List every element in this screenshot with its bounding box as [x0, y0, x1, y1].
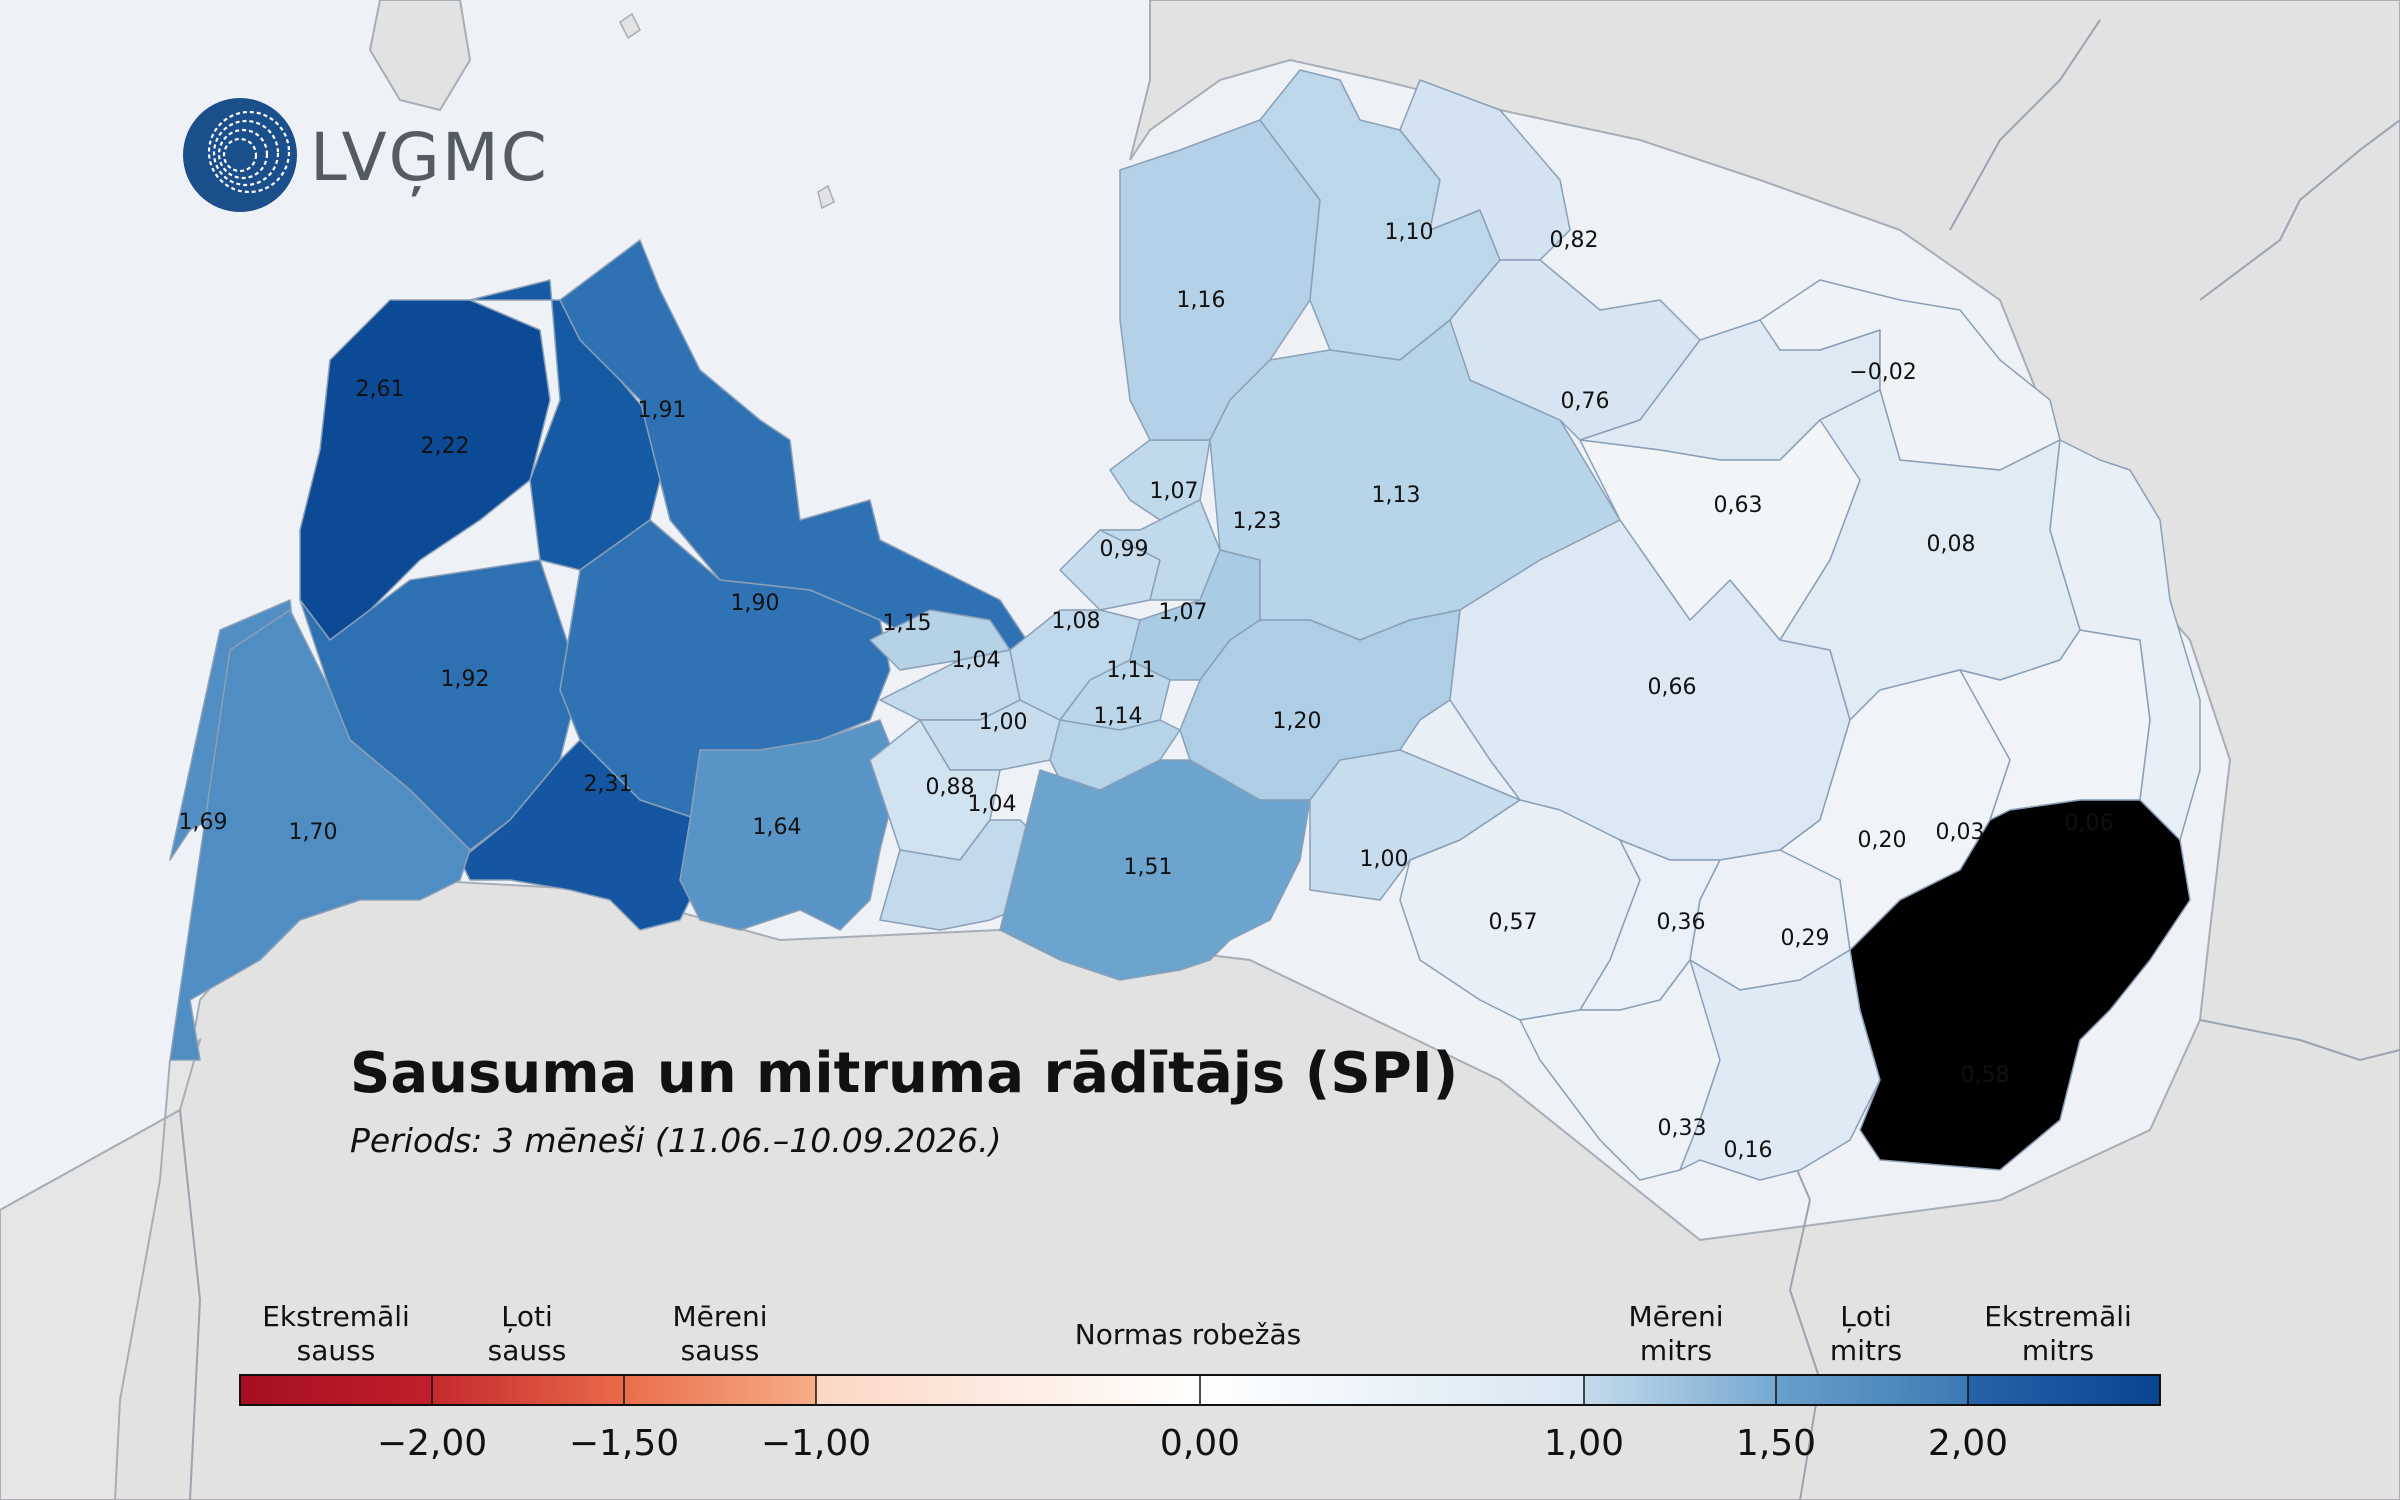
- legend: Ekstremāli sauss Ļoti sauss Mēreni sauss…: [239, 1300, 2161, 1464]
- region-label: 0,76: [1561, 389, 1610, 414]
- map-subtitle: Periods: 3 mēneši (11.06.–10.09.2026.): [350, 1121, 1002, 1160]
- region-label: 0,66: [1648, 675, 1697, 700]
- legend-category-line2: sauss: [297, 1334, 376, 1367]
- legend-segment: [1776, 1375, 1968, 1405]
- region: [1759, 279, 2061, 471]
- region-label: 1,23: [1233, 509, 1282, 534]
- logo-text: LVĢMC: [310, 119, 549, 196]
- region-label: 0,82: [1550, 228, 1599, 253]
- region-label: 1,90: [731, 591, 780, 616]
- region-label: 1,20: [1273, 709, 1322, 734]
- region-label: 0,36: [1657, 910, 1706, 935]
- region-label: 0,99: [1100, 537, 1149, 562]
- legend-ticks: −2,00 −1,50 −1,00 0,00 1,00 1,50 2,00: [377, 1423, 2008, 1464]
- legend-category-line2: sauss: [488, 1334, 567, 1367]
- map-title: Sausuma un mitruma rādītājs (SPI): [350, 1041, 1458, 1106]
- region-label: 1,70: [289, 820, 338, 845]
- region-label: 1,91: [638, 398, 687, 423]
- legend-segment: [1584, 1375, 1776, 1405]
- lvgmc-logo: LVĢMC: [183, 98, 549, 212]
- legend-category-line1: Ekstremāli: [262, 1300, 410, 1333]
- region-label: 1,07: [1150, 479, 1199, 504]
- region-label: 1,14: [1094, 704, 1143, 729]
- region-label: 1,00: [979, 710, 1028, 735]
- legend-category-line1: Ļoti: [501, 1300, 553, 1333]
- legend-segment: [1200, 1375, 1584, 1405]
- legend-tick: 1,00: [1544, 1423, 1624, 1464]
- region-label: 0,57: [1489, 910, 1538, 935]
- region-label: 1,16: [1177, 288, 1226, 313]
- legend-categories: Ekstremāli sauss Ļoti sauss Mēreni sauss…: [262, 1300, 2132, 1367]
- region-label: 0,88: [926, 775, 975, 800]
- country-borders: [179, 19, 2400, 1500]
- legend-segment: [1968, 1375, 2160, 1405]
- legend-segment: [240, 1375, 432, 1405]
- region-label: 1,10: [1385, 220, 1434, 245]
- regions-layer: [169, 69, 2201, 1181]
- legend-category-line1: Mēreni: [672, 1300, 767, 1333]
- region: [559, 239, 1041, 701]
- legend-category-line1: Mēreni: [1628, 1300, 1723, 1333]
- region-label: 0,08: [1927, 532, 1976, 557]
- legend-category-line2: sauss: [681, 1334, 760, 1367]
- region-label: −0,02: [1849, 360, 1916, 385]
- legend-category-line1: Ļoti: [1840, 1300, 1892, 1333]
- region-label: 1,64: [753, 815, 802, 840]
- region: [2049, 439, 2201, 841]
- legend-tick: 2,00: [1928, 1423, 2008, 1464]
- region: [1679, 949, 1881, 1181]
- region-label: 1,92: [441, 667, 490, 692]
- region: [169, 609, 471, 1061]
- legend-tick: −2,00: [377, 1423, 487, 1464]
- region-label: 1,00: [1360, 847, 1409, 872]
- legend-category-line2: mitrs: [1830, 1334, 1902, 1367]
- legend-category-line2: mitrs: [2022, 1334, 2094, 1367]
- legend-segment: [816, 1375, 1200, 1405]
- logo-emblem-icon: [183, 98, 297, 212]
- region-label: 1,15: [883, 611, 932, 636]
- region-label: 1,08: [1052, 609, 1101, 634]
- legend-category-line1: Normas robežās: [1075, 1318, 1302, 1351]
- region: [299, 299, 551, 641]
- legend-dividers: [431, 1375, 1969, 1405]
- region: [679, 719, 901, 931]
- region: [999, 759, 1311, 981]
- islands: [619, 12, 835, 210]
- region-label: 1,07: [1159, 600, 1208, 625]
- region-label: 0,29: [1781, 926, 1830, 951]
- legend-tick: 1,50: [1736, 1423, 1816, 1464]
- region-label: 2,22: [421, 434, 470, 459]
- region-label: 2,31: [584, 772, 633, 797]
- legend-tick: −1,50: [569, 1423, 679, 1464]
- region-label: 1,04: [968, 792, 1017, 817]
- region: [1849, 799, 2191, 1171]
- region-label: 1,51: [1124, 855, 1173, 880]
- legend-colorbar: [240, 1375, 2160, 1405]
- region-label: 1,69: [179, 810, 228, 835]
- region-label: 1,13: [1372, 483, 1421, 508]
- region-label: 0,16: [1724, 1138, 1773, 1163]
- region-label: 1,04: [952, 648, 1001, 673]
- region-label: 0,20: [1858, 828, 1907, 853]
- region-label: 0,33: [1658, 1116, 1707, 1141]
- region-label: 0,58: [1961, 1063, 2010, 1088]
- region-label: 0,63: [1714, 493, 1763, 518]
- logo-rings-icon: [207, 110, 291, 194]
- legend-tick: −1,00: [761, 1423, 871, 1464]
- legend-category-line2: mitrs: [1640, 1334, 1712, 1367]
- legend-tick: 0,00: [1160, 1423, 1240, 1464]
- region-label: 0,03: [1936, 820, 1985, 845]
- region-label: 2,61: [356, 377, 405, 402]
- legend-segment: [432, 1375, 624, 1405]
- region-labels: 2,61 2,22 1,91 1,92 1,90 2,31 1,69 1,70 …: [179, 220, 2114, 1163]
- legend-category-line1: Ekstremāli: [1984, 1300, 2132, 1333]
- region-label: 1,11: [1107, 658, 1156, 683]
- region-label: 0,06: [2065, 811, 2114, 836]
- legend-segment: [624, 1375, 816, 1405]
